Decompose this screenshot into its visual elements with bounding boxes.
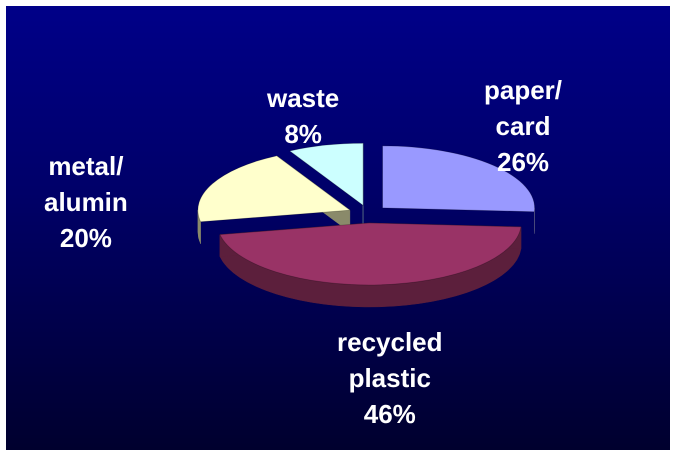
label-paper-card: paper/ card 26% — [484, 72, 562, 180]
label-paper-card-value: 26% — [496, 147, 550, 177]
pie-slice-recycled-plastic-top — [219, 222, 522, 286]
label-metal-alumin-line2: alumin — [44, 187, 128, 217]
label-waste: waste 8% — [267, 80, 339, 152]
label-recycled-plastic-value: 46% — [363, 399, 416, 429]
label-recycled-plastic-line2: plastic — [348, 363, 431, 393]
label-paper-card-line1: paper/ — [484, 75, 563, 105]
pie-chart — [197, 142, 535, 308]
label-waste-line1: waste — [267, 83, 340, 113]
label-recycled-plastic-line1: recycled — [337, 327, 443, 357]
label-metal-alumin-line1: metal/ — [48, 151, 124, 181]
pie-slice-waste-top — [288, 142, 364, 207]
pie-slice-metal-alumin-top — [197, 155, 351, 223]
pie-slice-paper-card-top — [382, 145, 535, 213]
label-paper-card-line2: card — [495, 111, 551, 141]
label-waste-value: 8% — [284, 119, 322, 149]
chart-frame: paper/ card 26% recycled plastic 46% met… — [6, 6, 670, 450]
label-metal-alumin: metal/ alumin 20% — [44, 148, 128, 256]
label-metal-alumin-value: 20% — [59, 223, 112, 253]
label-recycled-plastic: recycled plastic 46% — [337, 324, 443, 432]
